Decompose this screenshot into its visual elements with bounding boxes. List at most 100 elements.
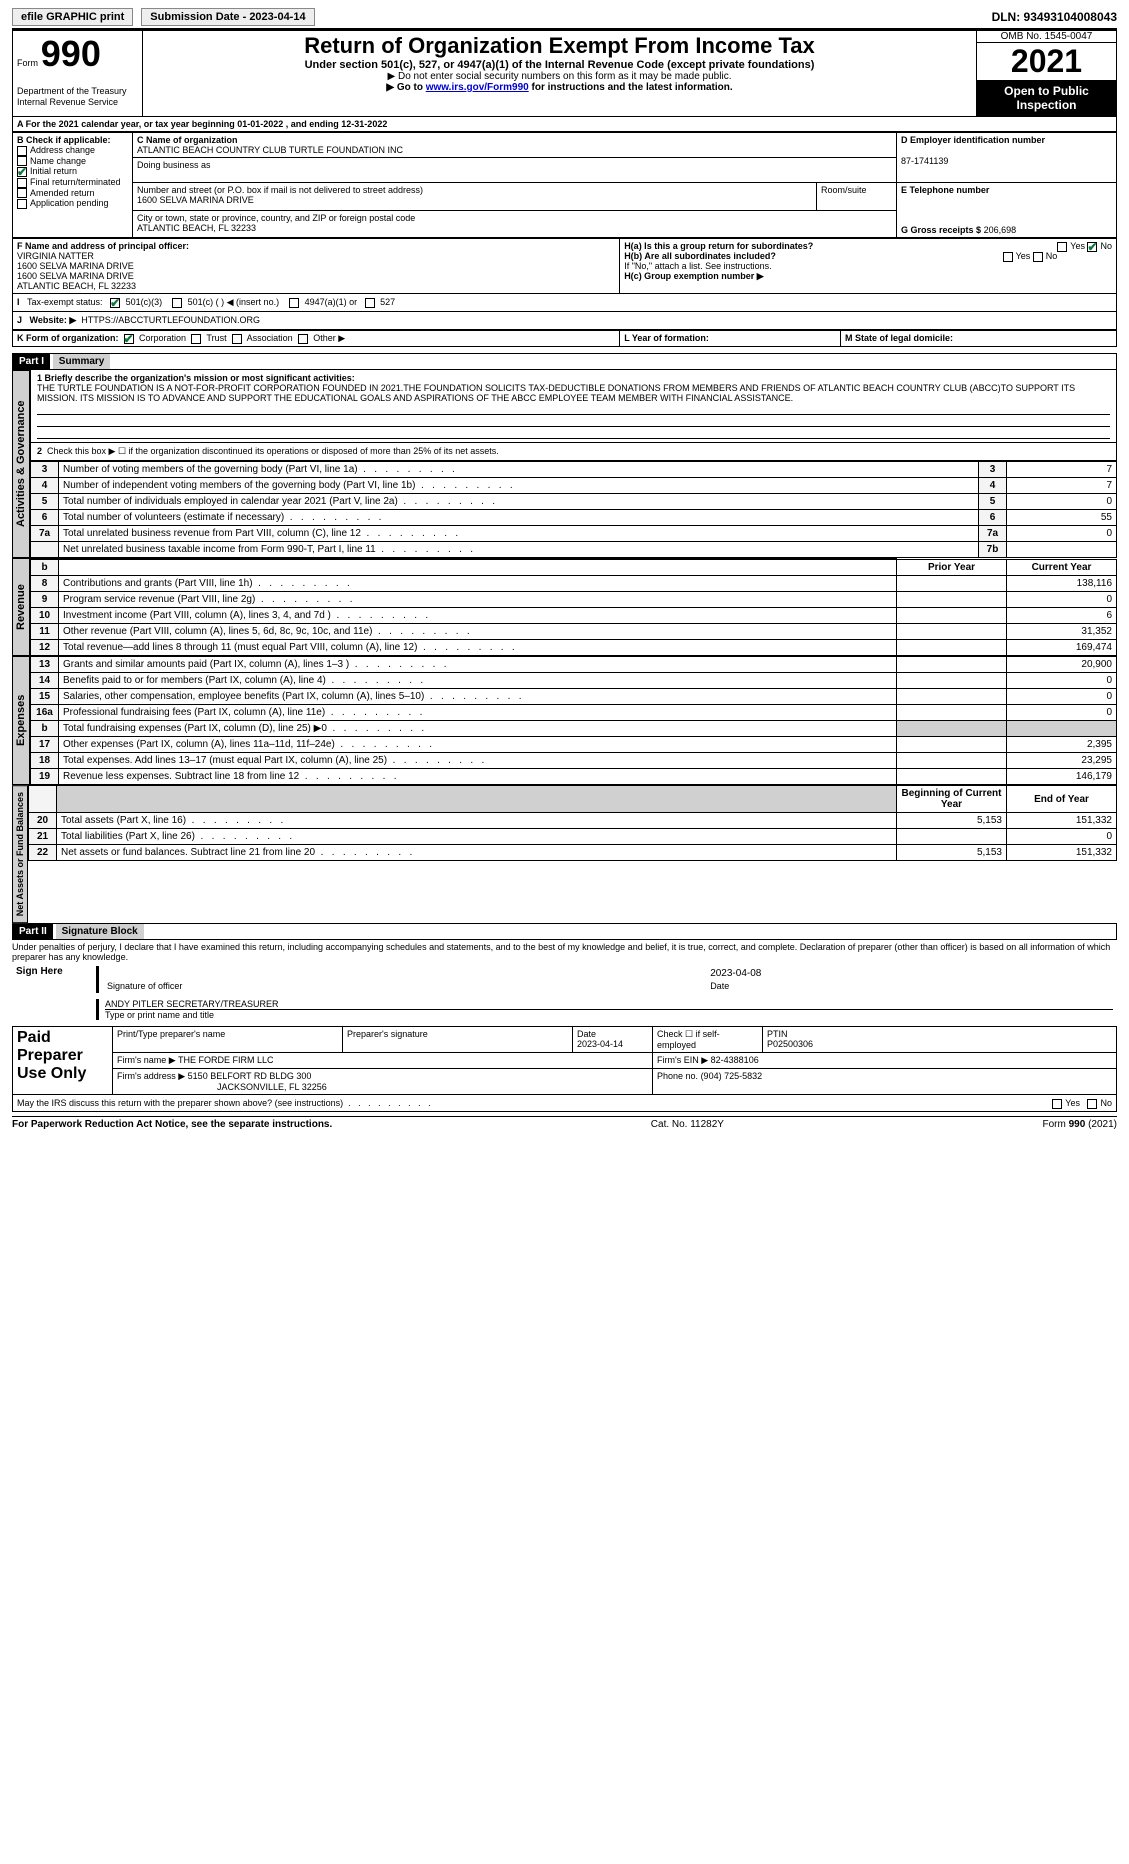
part1-header: Part I [13,354,50,369]
col-begin: Beginning of Current Year [897,786,1007,813]
checkbox-association[interactable] [232,334,242,344]
opt-4947: 4947(a)(1) or [305,297,358,307]
opt-application-pending: Application pending [30,198,109,208]
line-box: 7a [979,526,1007,542]
opt-501c: 501(c) ( ) ◀ (insert no.) [188,297,279,307]
side-revenue: Revenue [12,558,30,656]
line-number [31,542,59,558]
checkbox-initial-return[interactable] [17,167,27,177]
expenses-table: 13 Grants and similar amounts paid (Part… [30,656,1117,785]
identity-block: B Check if applicable: Address change Na… [12,132,1117,238]
opt-address-change: Address change [30,145,95,155]
officer-printed-name: ANDY PITLER SECRETARY/TREASURER [105,999,1113,1010]
declaration-text: Under penalties of perjury, I declare th… [12,940,1117,964]
sig-date-label: Date [710,981,1111,991]
line-number: 12 [31,640,59,656]
checkbox-501c[interactable] [172,298,182,308]
prior-value [897,769,1007,785]
checkbox-amended-return[interactable] [17,188,27,198]
prior-value [897,673,1007,689]
side-netassets: Net Assets or Fund Balances [12,785,28,923]
line-desc: Other expenses (Part IX, column (A), lin… [59,737,897,753]
line-value: 0 [1007,494,1117,510]
hint-ssn: ▶ Do not enter social security numbers o… [147,71,972,82]
line-desc: Total number of volunteers (estimate if … [59,510,979,526]
line-number: 9 [31,592,59,608]
ptin-value: P02500306 [767,1039,813,1049]
prior-value [897,608,1007,624]
prior-value [897,737,1007,753]
line-desc: Grants and similar amounts paid (Part IX… [59,657,897,673]
efile-print-button[interactable]: efile GRAPHIC print [12,8,133,26]
line-number: 15 [31,689,59,705]
line-desc: Revenue less expenses. Subtract line 18 … [59,769,897,785]
checkbox-trust[interactable] [191,334,201,344]
prior-value [897,705,1007,721]
current-value: 151,332 [1007,845,1117,861]
klm-row: K Form of organization: Corporation Trus… [12,330,1117,347]
hint-goto-pre: ▶ Go to [386,82,425,93]
hb-yes: Yes [1016,251,1031,261]
irs-link[interactable]: www.irs.gov/Form990 [426,82,529,93]
opt-initial-return: Initial return [30,166,77,176]
checkbox-discuss-no[interactable] [1087,1099,1097,1109]
checkbox-application-pending[interactable] [17,199,27,209]
checkbox-527[interactable] [365,298,375,308]
prior-value [897,640,1007,656]
phone-label: Phone no. [657,1071,698,1081]
checkbox-ha-no[interactable] [1087,242,1097,252]
opt-trust: Trust [206,333,226,343]
current-value: 6 [1007,608,1117,624]
side-activities: Activities & Governance [12,370,30,558]
website-row: J Website: ▶ HTTPS://ABCCTURTLEFOUNDATIO… [12,312,1117,330]
opt-amended-return: Amended return [30,188,95,198]
current-value: 31,352 [1007,624,1117,640]
q1-label: 1 Briefly describe the organization's mi… [37,373,1110,383]
submission-date-button[interactable]: Submission Date - 2023-04-14 [141,8,314,26]
checkbox-discuss-yes[interactable] [1052,1099,1062,1109]
prior-value: 5,153 [897,845,1007,861]
firm-ein-label: Firm's EIN ▶ [657,1055,708,1065]
checkbox-final-return[interactable] [17,178,27,188]
checkbox-501c3[interactable] [110,298,120,308]
prep-date-hdr: Date [577,1029,596,1039]
opt-other: Other ▶ [313,333,345,343]
i-label: Tax-exempt status: [27,297,103,307]
line-box: 6 [979,510,1007,526]
footer-right: Form 990 (2021) [1043,1119,1117,1130]
line-number: 22 [29,845,57,861]
g-label: G Gross receipts $ [901,225,981,235]
sign-here-block: Sign Here 2023-04-08 Signature of office… [12,964,1117,1022]
firm-name-label: Firm's name ▶ [117,1055,176,1065]
line-number: b [31,721,59,737]
checkbox-other[interactable] [298,334,308,344]
checkbox-corporation[interactable] [124,334,134,344]
current-value: 0 [1007,592,1117,608]
line-box: 3 [979,462,1007,478]
checkbox-hb-yes[interactable] [1003,252,1013,262]
firm-addr2: JACKSONVILLE, FL 32256 [217,1082,327,1092]
line-desc: Professional fundraising fees (Part IX, … [59,705,897,721]
discuss-yes: Yes [1065,1098,1080,1108]
checkbox-hb-no[interactable] [1033,252,1043,262]
line-number: 5 [31,494,59,510]
checkbox-4947[interactable] [289,298,299,308]
e-label: E Telephone number [901,185,1112,195]
form-subtitle: Under section 501(c), 527, or 4947(a)(1)… [147,59,972,71]
line-desc: Total unrelated business revenue from Pa… [59,526,979,542]
line-desc: Total number of individuals employed in … [59,494,979,510]
line-desc: Total assets (Part X, line 16) [57,813,897,829]
firm-name: THE FORDE FIRM LLC [178,1055,274,1065]
current-value: 23,295 [1007,753,1117,769]
line-number: 18 [31,753,59,769]
current-value: 169,474 [1007,640,1117,656]
hint-goto-post: for instructions and the latest informat… [532,82,733,93]
checkbox-ha-yes[interactable] [1057,242,1067,252]
part2-title: Signature Block [56,924,144,939]
current-value: 2,395 [1007,737,1117,753]
line-number: 14 [31,673,59,689]
firm-addr1: 5150 BELFORT RD BLDG 300 [188,1071,312,1081]
line-desc: Salaries, other compensation, employee b… [59,689,897,705]
checkbox-address-change[interactable] [17,146,27,156]
line-number: 8 [31,576,59,592]
